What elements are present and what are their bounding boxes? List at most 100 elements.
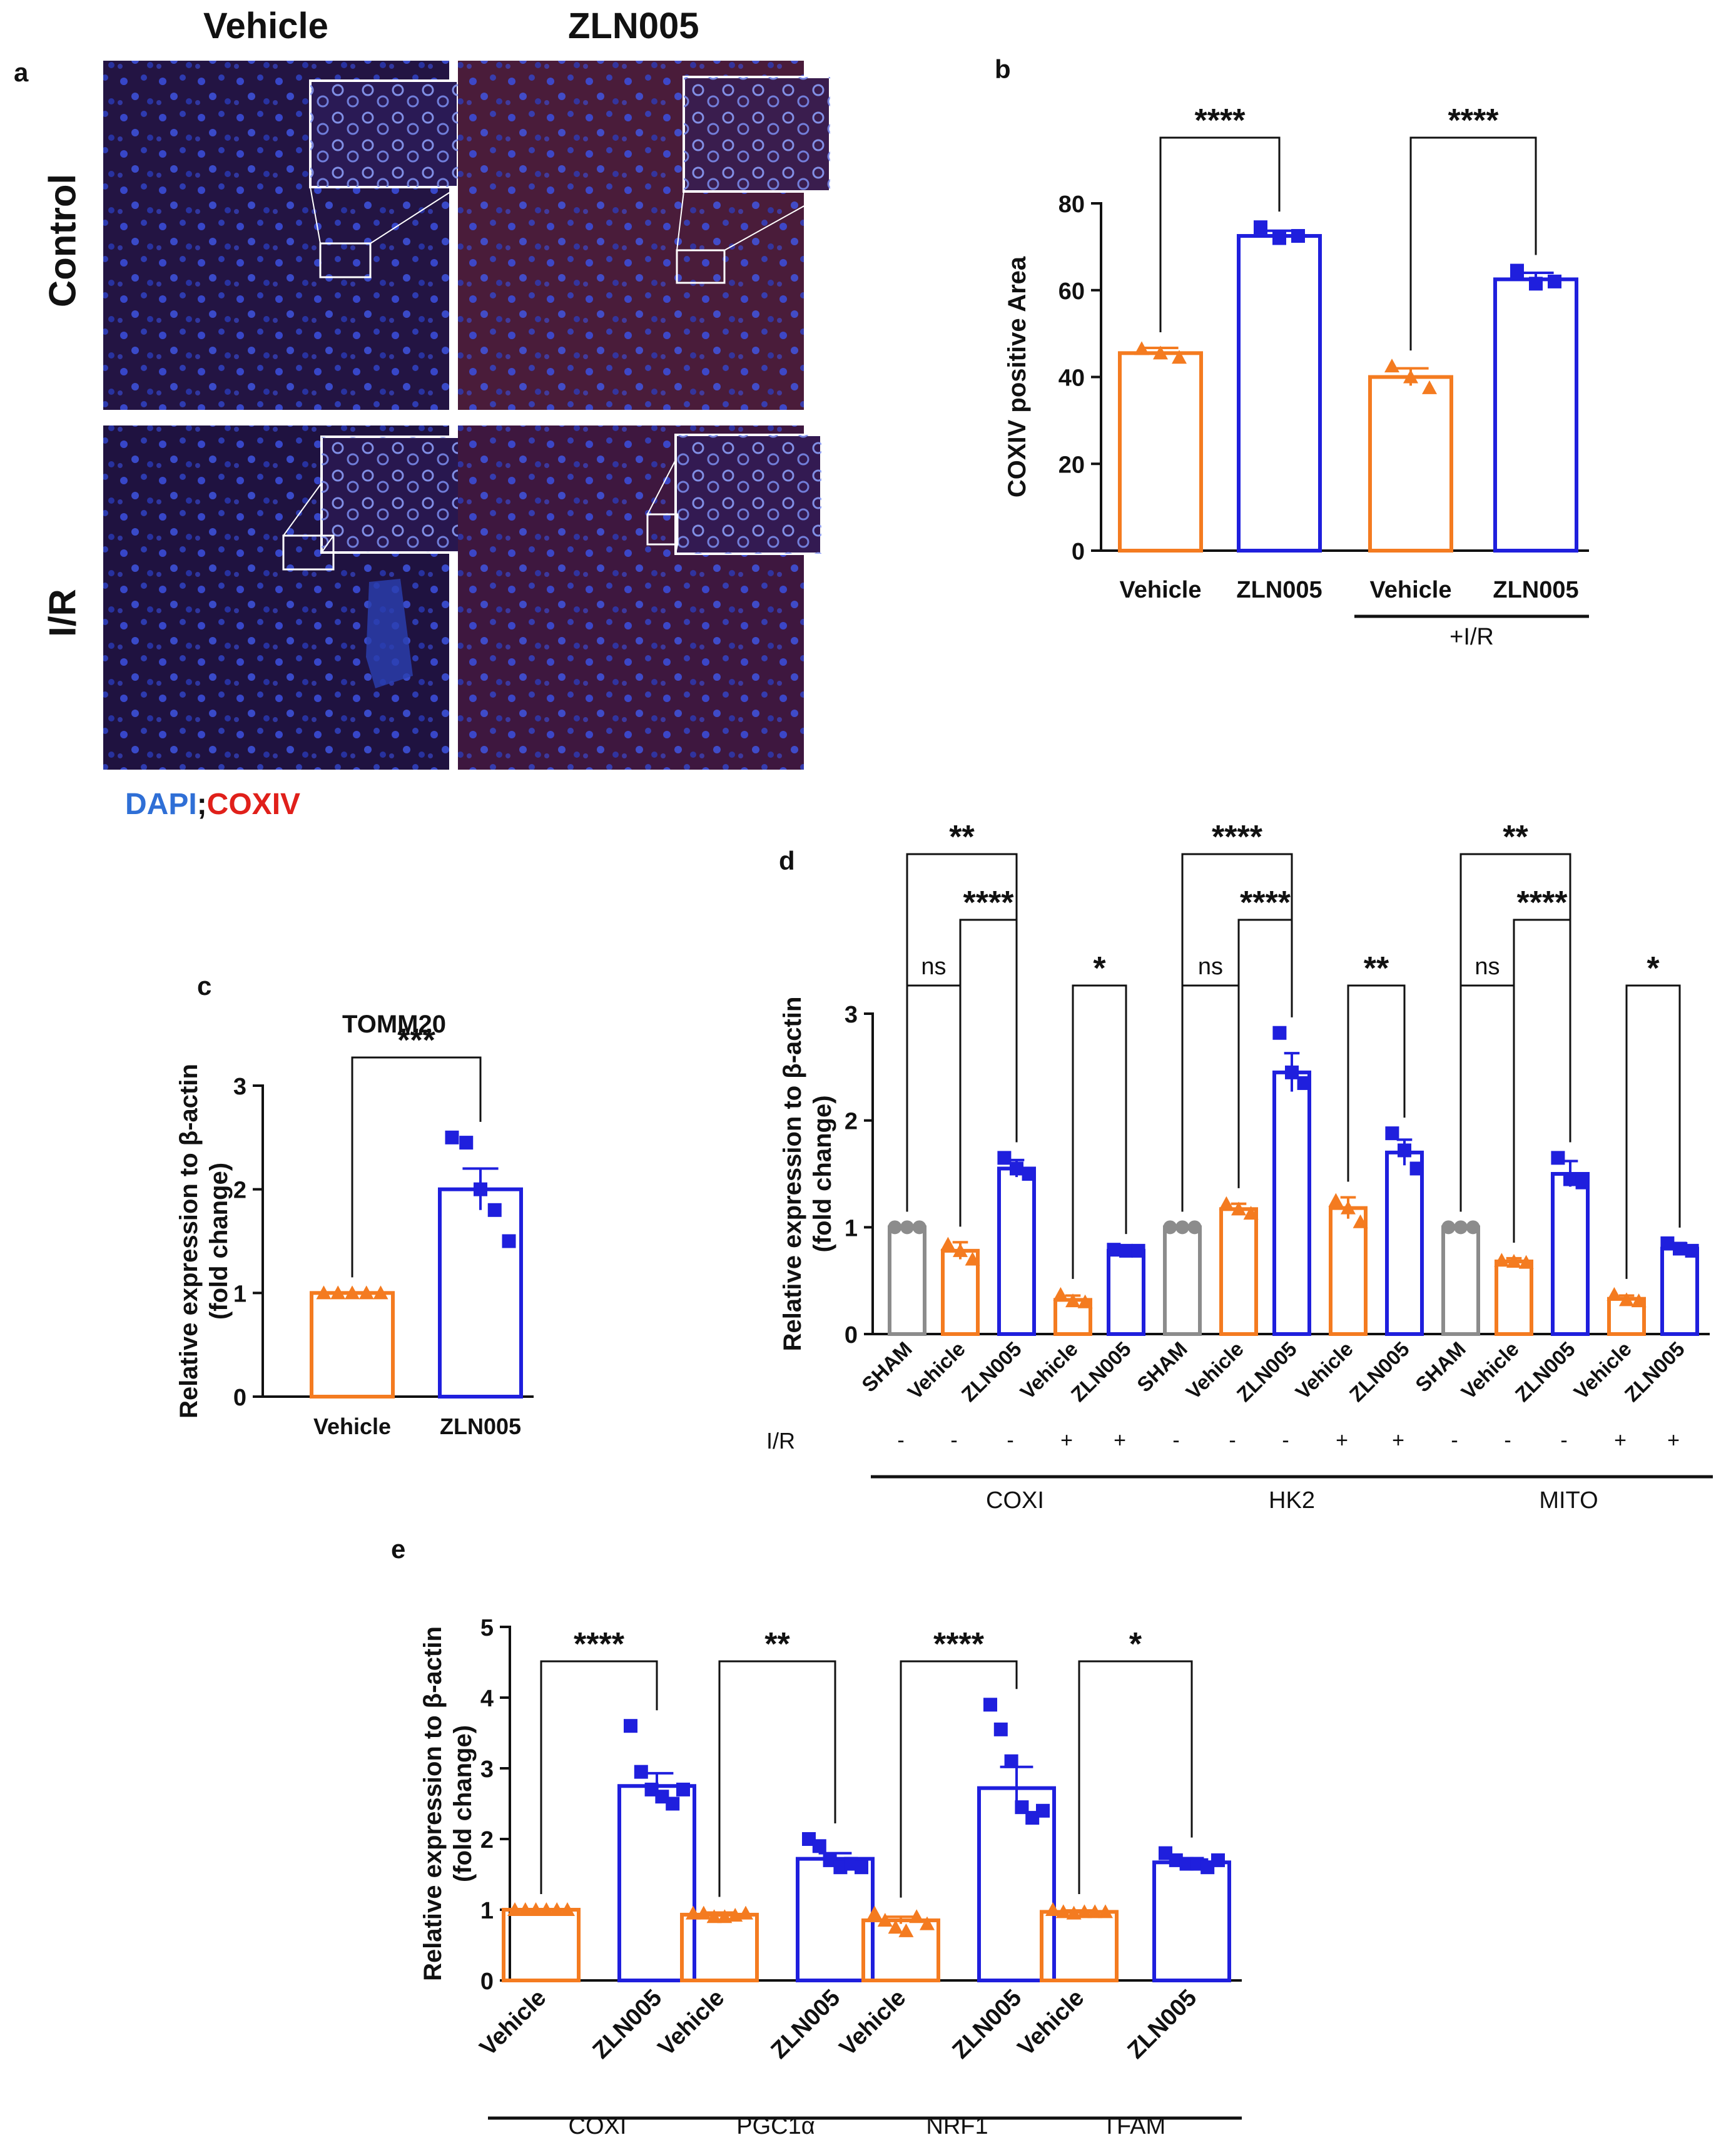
- bar-vehicle: [1219, 1207, 1258, 1336]
- stain-legend: DAPI;COXIV: [125, 787, 300, 822]
- group-label: TFAM: [1102, 2113, 1165, 2139]
- ir-sign: -: [1451, 1429, 1458, 1452]
- data-point: [900, 1220, 914, 1235]
- ir-sign: -: [1282, 1429, 1289, 1452]
- data-point: [888, 1220, 902, 1235]
- sig-bracket: [1347, 984, 1406, 1182]
- y-tick-label: 20: [1058, 452, 1085, 478]
- sig-label: **: [1503, 819, 1528, 855]
- data-point: [1422, 380, 1437, 394]
- x-tick-label: Vehicle: [1120, 577, 1202, 603]
- y-tick-label: 40: [1058, 365, 1085, 392]
- y-axis-label: (fold change): [449, 1725, 477, 1882]
- ir-sign: -: [1560, 1429, 1567, 1452]
- data-point: [833, 1860, 848, 1875]
- data-point: [909, 1909, 925, 1923]
- data-point: [1328, 1193, 1344, 1207]
- legend-coxiv: COXIV: [206, 788, 301, 821]
- y-tick-label: 1: [233, 1281, 246, 1307]
- x-tick-label: ZLN005: [1123, 1985, 1202, 2064]
- data-point: [1025, 1811, 1040, 1825]
- sig-label: **: [764, 1626, 790, 1663]
- y-tick-label: 3: [480, 1756, 494, 1783]
- bar-zln005: [1493, 277, 1578, 553]
- data-point: [1077, 1294, 1093, 1308]
- sig-bracket: [1078, 1660, 1193, 1894]
- data-point: [560, 1902, 575, 1916]
- group-label: HK2: [1269, 1487, 1315, 1514]
- sig-label: ****: [574, 1626, 625, 1663]
- data-point: [1494, 1253, 1510, 1267]
- data-point: [1015, 1800, 1029, 1815]
- sig-bracket: [1409, 136, 1537, 351]
- sig-label: **: [949, 819, 975, 855]
- x-tick-label: ZLN005: [766, 1985, 846, 2064]
- legend-dapi: DAPI: [125, 788, 197, 821]
- x-tick-label: ZLN005: [1493, 577, 1578, 603]
- data-point: [1510, 263, 1524, 278]
- data-point: [1685, 1243, 1699, 1258]
- data-point: [1254, 220, 1267, 235]
- sig-label: ns: [921, 954, 946, 980]
- micrograph-control-zln005: [458, 61, 831, 410]
- sig-bracket: [1181, 984, 1240, 1212]
- data-point: [844, 1857, 858, 1871]
- sig-bracket: [540, 1660, 658, 1894]
- ir-row-label: I/R: [766, 1428, 795, 1454]
- bar-zln005: [997, 1166, 1036, 1336]
- data-point: [1175, 1220, 1189, 1235]
- data-point: [502, 1234, 516, 1248]
- data-point: [1243, 1206, 1259, 1220]
- sig-bracket: [1181, 853, 1293, 1212]
- data-point: [1055, 1904, 1071, 1918]
- y-tick-label: 60: [1058, 278, 1085, 305]
- data-point: [1119, 1243, 1133, 1258]
- ir-sign: -: [1172, 1429, 1179, 1452]
- data-point: [1563, 1172, 1577, 1186]
- micrograph-ir-vehicle: [103, 425, 471, 770]
- data-point: [1065, 1293, 1080, 1308]
- data-point: [634, 1765, 648, 1779]
- data-point: [920, 1916, 935, 1930]
- sig-bracket: [1459, 984, 1515, 1243]
- x-tick-label: Vehicle: [653, 1985, 729, 2061]
- y-tick-label: 2: [233, 1178, 246, 1204]
- sig-bracket: [959, 919, 1018, 1227]
- data-point: [1409, 1161, 1424, 1176]
- data-point: [1506, 1253, 1521, 1268]
- data-point: [1529, 277, 1543, 291]
- x-tick-label: ZLN005: [1510, 1337, 1579, 1406]
- sig-bracket: [1159, 136, 1281, 333]
- ir-sign: +: [1614, 1429, 1627, 1452]
- data-point: [1454, 1220, 1468, 1235]
- data-point: [474, 1182, 487, 1196]
- bar-vehicle: [310, 1291, 395, 1399]
- data-point: [717, 1909, 733, 1923]
- x-tick-label: ZLN005: [1344, 1337, 1413, 1406]
- y-axis-label: Relative expression to β-actin: [175, 1064, 203, 1419]
- panel-letter-c: c: [197, 971, 211, 1001]
- sig-label: ****: [933, 1626, 985, 1663]
- data-point: [940, 1236, 956, 1251]
- y-axis-label: (fold change): [205, 1163, 233, 1320]
- y-axis-label: Relative expression to β-actin: [779, 997, 806, 1352]
- ir-sign: -: [1504, 1429, 1511, 1452]
- bar-sham: [888, 1225, 926, 1337]
- data-point: [1384, 359, 1399, 373]
- sig-label: ns: [1475, 954, 1500, 980]
- data-point: [1398, 1143, 1411, 1158]
- sig-label: ***: [397, 1022, 435, 1059]
- sig-label: ****: [1212, 819, 1263, 855]
- bar-zln005: [1272, 1070, 1311, 1337]
- data-point: [1341, 1200, 1356, 1215]
- bar-zln005: [438, 1187, 523, 1399]
- y-axis-label: Relative expression to β-actin: [419, 1626, 447, 1981]
- x-tick-label: Vehicle: [835, 1985, 911, 2061]
- y-tick-label: 1: [480, 1898, 494, 1924]
- data-point: [877, 1912, 893, 1927]
- data-point: [1159, 1846, 1172, 1860]
- data-point: [345, 1285, 360, 1300]
- data-point: [507, 1902, 522, 1916]
- data-point: [1285, 1065, 1299, 1079]
